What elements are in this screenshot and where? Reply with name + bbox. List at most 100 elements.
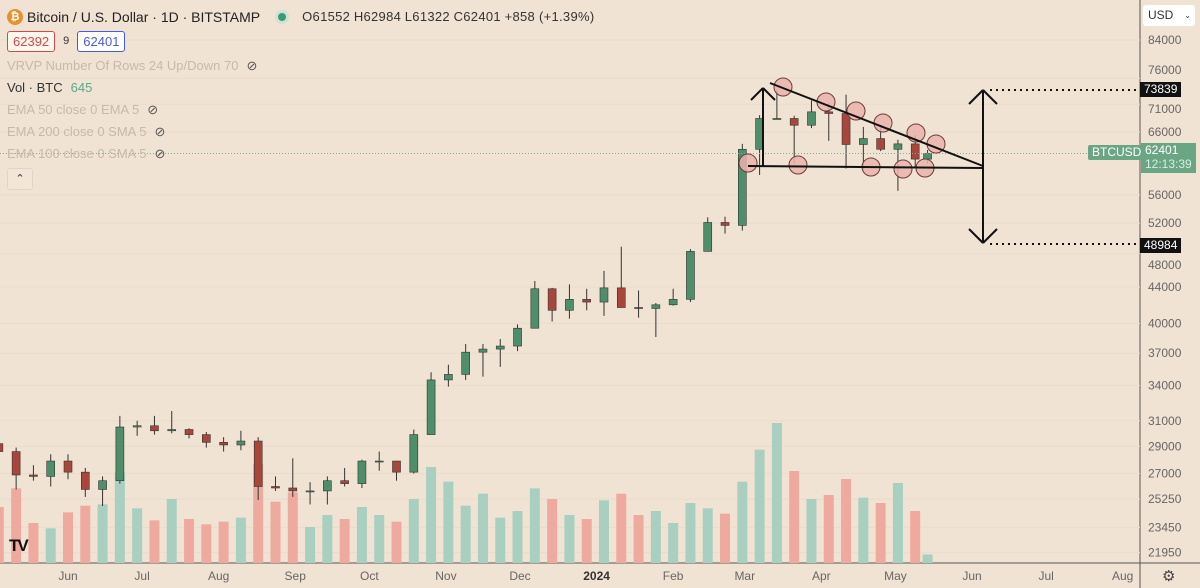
candle-body <box>0 443 4 452</box>
candle-body <box>132 425 142 428</box>
volume-bar <box>806 499 817 563</box>
candle-body <box>910 143 920 160</box>
candle-body <box>63 460 73 473</box>
volume-bar <box>823 495 834 563</box>
candle-body <box>80 471 90 490</box>
indicator-ema100[interactable]: EMA 100 close 0 SMA 5 <box>7 146 147 161</box>
volume-bar <box>132 508 143 563</box>
x-tick-label: Oct <box>360 569 379 583</box>
x-tick-label: Dec <box>509 569 530 583</box>
volume-bar <box>287 492 298 563</box>
candle-body <box>98 480 107 490</box>
arrow-head <box>762 87 776 101</box>
volume-bar <box>235 517 246 563</box>
eye-off-icon[interactable]: ⊘ <box>246 57 258 73</box>
candle-body <box>616 287 626 308</box>
candle-body <box>720 222 730 226</box>
spread: 9 <box>63 35 70 47</box>
candle-body <box>495 345 505 350</box>
candle-body <box>426 379 436 435</box>
lower-level-tag: 48984 <box>1140 238 1182 253</box>
candle-body <box>841 113 851 145</box>
volume-bar <box>633 515 644 563</box>
volume-bar <box>253 464 264 563</box>
arrow-head <box>982 228 998 244</box>
eye-off-icon[interactable]: ⊘ <box>154 145 166 161</box>
y-tick-label: 29000 <box>1148 439 1182 453</box>
ohlc-change: +858 (+1.39%) <box>504 9 595 24</box>
volume-bar <box>408 499 419 563</box>
volume-bar <box>581 519 592 563</box>
y-tick-label: 21950 <box>1148 546 1182 560</box>
volume-bar <box>0 507 4 563</box>
volume-bar <box>322 515 333 563</box>
market-status-dot <box>278 12 287 21</box>
indicator-volume[interactable]: Vol · BTC <box>7 80 63 95</box>
symbol-tag: BTCUSD <box>1088 145 1146 160</box>
symbol-title[interactable]: Bitcoin / U.S. Dollar · 1D · BITSTAMP <box>27 8 261 25</box>
volume-bar <box>460 505 471 563</box>
pattern-touch-circle <box>788 155 808 175</box>
candle-body <box>789 118 799 126</box>
x-tick-label: Aug <box>208 569 229 583</box>
volume-bar <box>547 499 558 563</box>
y-tick-label: 25250 <box>1148 492 1182 506</box>
volume-bar <box>374 515 385 563</box>
y-tick-label: 66000 <box>1148 125 1182 139</box>
volume-bar <box>529 488 540 563</box>
sell-button[interactable]: 62392 <box>7 30 56 52</box>
support-line <box>747 165 984 169</box>
candle-body <box>478 348 488 353</box>
volume-bar <box>28 523 39 563</box>
y-tick-label: 37000 <box>1148 346 1182 360</box>
eye-off-icon[interactable]: ⊘ <box>147 101 159 117</box>
candle-body <box>167 429 177 432</box>
volume-bar <box>495 517 506 563</box>
candle-body <box>374 460 384 463</box>
settings-icon[interactable]: ⚙ <box>1162 568 1176 585</box>
volume-bar <box>477 493 488 563</box>
volume-bar <box>754 449 765 563</box>
candle-body <box>807 111 816 126</box>
candle-body <box>444 374 453 381</box>
candle-body <box>582 299 592 303</box>
y-tick-label: 56000 <box>1148 188 1182 202</box>
ohlc-open: O61552 <box>302 9 351 24</box>
volume-bar <box>564 515 575 563</box>
volume-bar <box>149 520 160 563</box>
eye-off-icon[interactable]: ⊘ <box>154 123 166 139</box>
buy-button[interactable]: 62401 <box>77 30 126 52</box>
candle-body <box>530 288 540 329</box>
candle-body <box>703 222 713 252</box>
volume-bar <box>305 527 316 563</box>
candle-body <box>547 288 557 311</box>
volume-bar <box>668 523 679 563</box>
collapse-legend-button[interactable]: ⌃ <box>7 168 33 190</box>
y-tick-label: 31000 <box>1148 414 1182 428</box>
candle-body <box>150 425 159 432</box>
volume-bar <box>892 483 903 563</box>
candle-body <box>115 426 125 482</box>
y-tick-label: 52000 <box>1148 216 1182 230</box>
candle-body <box>668 299 678 306</box>
volume-bar <box>789 471 800 563</box>
candle-body <box>513 327 522 347</box>
upper-level-tag: 73839 <box>1140 82 1182 97</box>
indicator-vrvp[interactable]: VRVP Number Of Rows 24 Up/Down 70 <box>7 58 239 73</box>
bar-countdown: 12:13:39 <box>1145 157 1192 171</box>
volume-bar <box>80 505 91 563</box>
y-tick-label: 40000 <box>1148 316 1182 330</box>
tradingview-logo[interactable]: TV <box>9 536 29 555</box>
candle-body <box>253 440 263 487</box>
x-tick-label: May <box>884 569 907 583</box>
y-tick-label: 71000 <box>1148 102 1182 116</box>
currency-select[interactable]: USD ⌄ <box>1143 5 1195 26</box>
ohlc-close: C62401 <box>453 9 501 24</box>
indicator-ema50[interactable]: EMA 50 close 0 EMA 5 <box>7 102 140 117</box>
candle-body <box>409 434 419 473</box>
candle-body <box>599 287 609 303</box>
volume-bar <box>685 503 696 563</box>
volume-bar <box>184 519 195 563</box>
indicator-ema200[interactable]: EMA 200 close 0 SMA 5 <box>7 124 147 139</box>
